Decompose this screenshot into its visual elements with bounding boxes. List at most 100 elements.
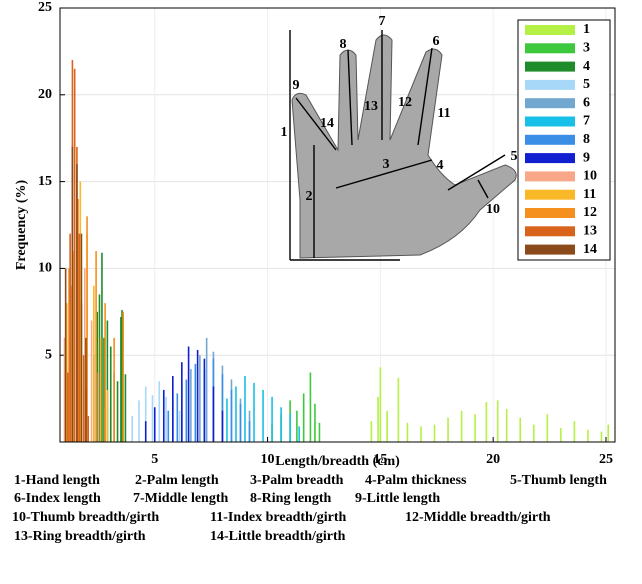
- bar: [314, 404, 316, 442]
- bar: [296, 411, 298, 442]
- bar: [152, 395, 154, 442]
- bar: [407, 423, 409, 442]
- bar: [107, 390, 109, 442]
- bar: [67, 373, 69, 442]
- caption-text: 4-Palm thickness: [365, 473, 467, 488]
- caption-text: 2-Palm length: [135, 473, 219, 488]
- y-tick-label: 10: [38, 261, 52, 276]
- legend-label: 8: [583, 132, 590, 147]
- bar: [447, 418, 449, 442]
- legend-label: 10: [583, 169, 597, 184]
- x-tick-label: 20: [486, 452, 500, 467]
- caption-text: 8-Ring length: [250, 491, 332, 506]
- hand-label: 10: [486, 202, 500, 217]
- hand-label: 2: [306, 189, 313, 204]
- hand-label: 12: [398, 95, 412, 110]
- bar: [607, 425, 609, 442]
- bar: [74, 69, 76, 442]
- bar: [93, 286, 95, 442]
- bar: [601, 432, 603, 442]
- bar: [587, 430, 589, 442]
- legend-swatch: [525, 135, 575, 145]
- bar: [172, 376, 174, 442]
- bar: [177, 393, 179, 442]
- bar: [249, 421, 251, 442]
- bar: [91, 320, 93, 442]
- bar: [78, 234, 80, 442]
- bar: [271, 397, 273, 442]
- bar: [204, 359, 206, 442]
- bar: [145, 421, 147, 442]
- bar: [497, 400, 499, 442]
- hand-label: 11: [437, 106, 450, 121]
- legend-swatch: [525, 190, 575, 200]
- legend-swatch: [525, 62, 575, 72]
- bar: [461, 411, 463, 442]
- bar: [377, 397, 379, 442]
- caption-text: 12-Middle breadth/girth: [405, 510, 551, 525]
- x-tick-label: 5: [151, 452, 158, 467]
- bar: [110, 347, 112, 442]
- legend-swatch: [525, 98, 575, 108]
- legend-swatch: [525, 226, 575, 236]
- legend-swatch: [525, 245, 575, 255]
- legend-swatch: [525, 208, 575, 218]
- bar: [298, 426, 300, 442]
- legend-label: 13: [583, 224, 597, 239]
- bar: [125, 374, 127, 442]
- legend-swatch: [525, 153, 575, 163]
- bar: [69, 234, 71, 442]
- hand-label: 7: [379, 14, 386, 29]
- bar: [98, 373, 100, 442]
- x-axis-label: Length/breadth (cm): [275, 454, 400, 469]
- bar: [199, 355, 201, 442]
- y-axis-label: Frequency (%): [14, 179, 29, 270]
- legend-label: 11: [583, 187, 596, 202]
- legend-label: 1: [583, 22, 590, 37]
- bar: [81, 234, 83, 442]
- bar: [131, 416, 133, 442]
- bar: [310, 373, 312, 442]
- caption-text: 7-Middle length: [133, 491, 228, 506]
- hand-label: 3: [383, 157, 390, 172]
- legend-swatch: [525, 171, 575, 181]
- legend-label: 9: [583, 150, 590, 165]
- legend-swatch: [525, 25, 575, 35]
- legend-swatch: [525, 43, 575, 53]
- legend-label: 5: [583, 77, 590, 92]
- bar: [197, 350, 199, 442]
- bar: [574, 421, 576, 442]
- legend-label: 7: [583, 114, 590, 129]
- bar: [420, 426, 422, 442]
- hand-label: 6: [433, 34, 440, 49]
- bar: [65, 268, 67, 442]
- hand-label: 13: [364, 99, 378, 114]
- bar: [122, 312, 124, 442]
- bar: [533, 425, 535, 442]
- caption-text: 5-Thumb length: [510, 473, 607, 488]
- bar: [380, 367, 382, 442]
- legend-label: 4: [583, 59, 590, 74]
- bar: [253, 383, 255, 442]
- bar: [186, 380, 188, 442]
- bar: [87, 416, 89, 442]
- chart: 510152025510152025 134567891011121314786…: [0, 0, 642, 579]
- bar: [188, 347, 190, 442]
- x-tick-label: 25: [599, 452, 613, 467]
- legend-label: 6: [583, 95, 590, 110]
- y-tick-label: 5: [45, 347, 52, 362]
- legend-label: 3: [583, 41, 590, 56]
- bar: [179, 411, 181, 442]
- bar: [434, 425, 436, 442]
- legend-swatch: [525, 80, 575, 90]
- hand-label: 9: [293, 78, 300, 93]
- bar: [371, 421, 373, 442]
- caption-text: 13-Ring breadth/girth: [14, 529, 146, 544]
- bar: [158, 381, 160, 442]
- bar: [72, 147, 74, 442]
- bar: [398, 378, 400, 442]
- bar: [289, 414, 291, 442]
- bar: [226, 399, 228, 442]
- bar: [244, 376, 246, 442]
- caption-text: 11-Index breadth/girth: [210, 510, 346, 525]
